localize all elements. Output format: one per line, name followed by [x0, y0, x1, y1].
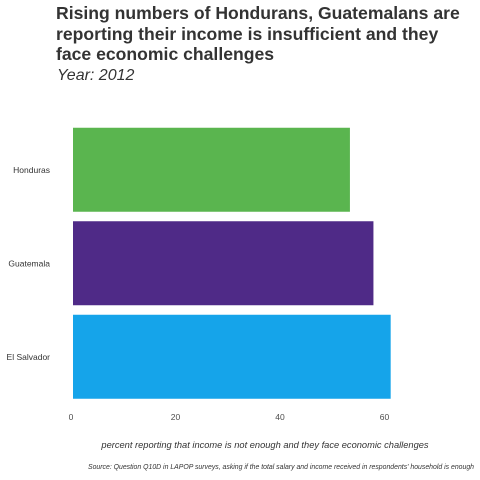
- x-tick-40: 40: [275, 412, 285, 422]
- category-label-el-salvador: El Salvador: [7, 352, 51, 362]
- chart-title: Rising numbers of Hondurans, Guatemalans…: [56, 3, 460, 64]
- category-label-guatemala: Guatemala: [8, 258, 50, 268]
- bar-el-salvador: [73, 314, 391, 399]
- category-label-honduras: Honduras: [13, 165, 50, 175]
- bars-layer: [73, 127, 391, 399]
- x-tick-labels: 0 20 40 60: [69, 412, 390, 422]
- chart-subtitle: Year: 2012: [57, 67, 135, 84]
- x-tick-0: 0: [69, 412, 74, 422]
- bar-honduras: [73, 127, 350, 212]
- x-tick-60: 60: [380, 412, 390, 422]
- bar-guatemala: [73, 221, 374, 306]
- category-labels: Honduras Guatemala El Salvador: [7, 165, 51, 362]
- source-caption: Source: Question Q10D in LAPOP surveys, …: [87, 464, 474, 471]
- x-tick-20: 20: [171, 412, 181, 422]
- x-axis-title: percent reporting that income is not eno…: [101, 440, 429, 450]
